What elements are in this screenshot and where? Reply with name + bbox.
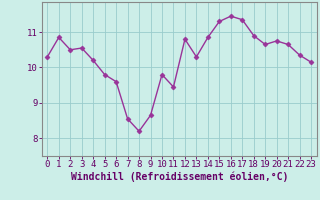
X-axis label: Windchill (Refroidissement éolien,°C): Windchill (Refroidissement éolien,°C) [70, 172, 288, 182]
